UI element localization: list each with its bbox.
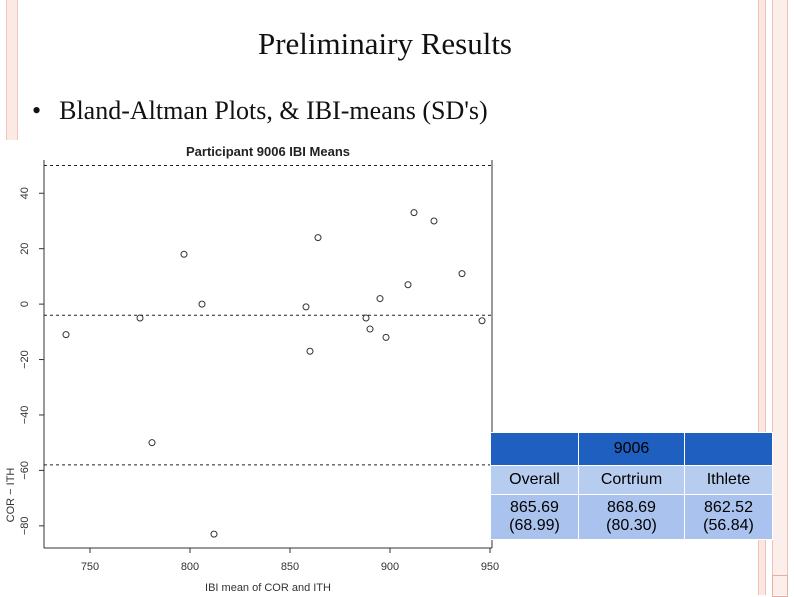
plot-area: −80 −60 −40 −20 0 20 40 750 800 850 900 950 xyxy=(19,160,499,573)
data-point xyxy=(430,217,438,225)
data-point xyxy=(62,331,70,339)
mean-value: 865.69 xyxy=(510,499,559,516)
table-header-cell xyxy=(684,432,773,466)
data-point xyxy=(198,300,206,308)
decorative-border-right-outer xyxy=(772,0,788,595)
decorative-border-right-inner xyxy=(758,0,766,595)
y-tick-label: −40 xyxy=(19,406,31,425)
y-tick-label: −80 xyxy=(19,516,31,535)
bland-altman-plot: Participant 9006 IBI Means −80 −60 −40 −20 0… xyxy=(5,144,499,594)
bullet-text: Bland-Altman Plots, & IBI-means (SD's) xyxy=(59,96,488,125)
x-tick-label: 750 xyxy=(81,561,99,573)
sd-value: (68.99) xyxy=(509,517,560,534)
y-tick-label: −20 xyxy=(19,350,31,369)
data-point xyxy=(376,295,384,303)
table-cell-overall: Overall xyxy=(490,465,579,495)
table-row: 865.69 (68.99) 868.69 (80.30) 862.52 (56.84… xyxy=(490,494,773,540)
table-header-row: 9006 xyxy=(490,432,773,466)
x-tick-label: 900 xyxy=(381,561,399,573)
table-header-cell xyxy=(490,432,579,466)
data-point xyxy=(180,250,188,258)
data-point xyxy=(404,281,412,289)
data-point xyxy=(478,317,486,325)
y-tick-label: 20 xyxy=(19,243,31,255)
y-tick-label: 0 xyxy=(19,301,31,307)
y-tick-label: 40 xyxy=(19,187,31,199)
table-cell-ithlete: Ithlete xyxy=(684,465,773,495)
table-cell: 862.52 (56.84) xyxy=(684,494,773,540)
y-tick-label: −60 xyxy=(19,461,31,480)
sd-value: (56.84) xyxy=(703,517,754,534)
data-point xyxy=(136,314,144,322)
x-tick-label: 950 xyxy=(481,561,499,573)
mean-value: 868.69 xyxy=(607,499,656,516)
data-point xyxy=(362,314,370,322)
x-axis-label: IBI mean of COR and ITH xyxy=(205,582,331,594)
sd-value: (80.30) xyxy=(606,517,657,534)
table-cell-cortrium: Cortrium xyxy=(577,465,686,495)
data-point xyxy=(458,270,466,278)
table-cell: 865.69 (68.99) xyxy=(490,494,579,540)
table-cell: 868.69 (80.30) xyxy=(577,494,686,540)
bullet-item: • Bland-Altman Plots, & IBI-means (SD's) xyxy=(32,96,488,126)
chart-title: Participant 9006 IBI Means xyxy=(186,144,350,159)
table-row: Overall Cortrium Ithlete xyxy=(490,465,773,495)
ibi-means-table: 9006 Overall Cortrium Ithlete 865.69 (68.… xyxy=(490,432,773,540)
data-point xyxy=(302,303,310,311)
data-point xyxy=(314,234,322,242)
data-point xyxy=(148,439,156,447)
mean-value: 862.52 xyxy=(704,499,753,516)
bullet-dot: • xyxy=(32,96,42,125)
data-point xyxy=(366,325,374,333)
table-header-cell: 9006 xyxy=(577,432,686,466)
x-tick-label: 800 xyxy=(181,561,199,573)
x-tick-label: 850 xyxy=(281,561,299,573)
decorative-border-left xyxy=(6,0,18,140)
y-axis-label: COR − ITH xyxy=(5,468,17,523)
data-point xyxy=(306,347,314,355)
data-point xyxy=(210,530,218,538)
decorative-corner xyxy=(772,575,788,597)
data-point xyxy=(410,209,418,217)
data-point xyxy=(382,333,390,341)
slide-title: Preliminairy Results xyxy=(257,26,512,61)
